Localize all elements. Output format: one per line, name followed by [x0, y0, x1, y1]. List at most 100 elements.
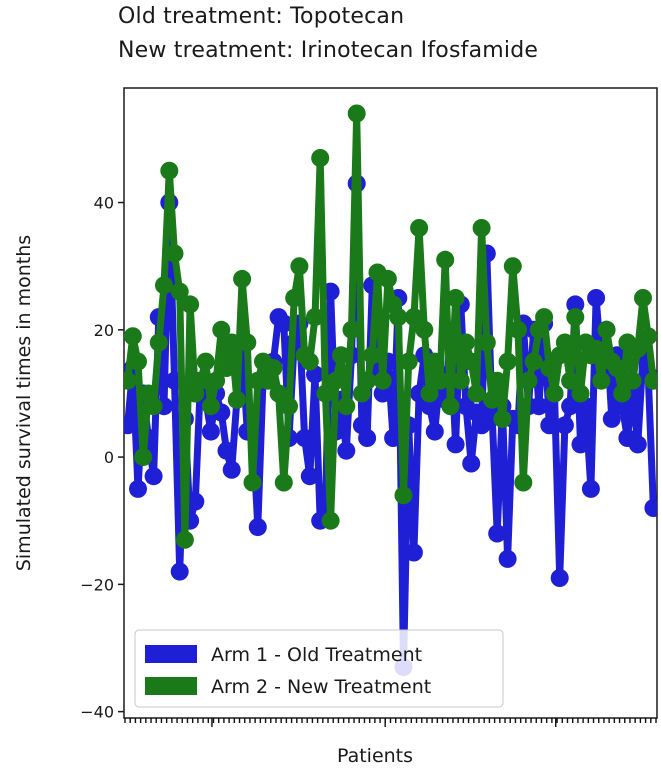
data-point	[290, 257, 309, 276]
data-point	[326, 371, 345, 390]
y-tick-label: −40	[80, 703, 114, 722]
data-point	[555, 333, 574, 352]
data-point	[467, 384, 486, 403]
data-point	[462, 352, 481, 371]
data-point	[477, 333, 496, 352]
chart-title-line-2: New treatment: Irinotecan Ifosfamide	[118, 38, 539, 63]
data-point	[373, 384, 392, 403]
data-point	[540, 359, 559, 377]
legend: Arm 1 - Old Treatment Arm 2 - New Treatm…	[134, 629, 504, 708]
data-point	[404, 543, 423, 562]
data-point	[581, 479, 600, 498]
data-point	[274, 473, 293, 492]
data-point	[628, 339, 647, 358]
data-point	[217, 359, 236, 377]
data-point	[300, 467, 319, 486]
chart-title-line-1: Old treatment: Topotecan	[118, 4, 405, 29]
data-point	[561, 397, 580, 416]
data-point	[420, 384, 439, 403]
data-point	[129, 352, 147, 371]
data-point	[238, 333, 257, 352]
data-point	[124, 327, 142, 346]
data-point	[503, 257, 522, 276]
data-point	[441, 397, 460, 416]
data-point	[201, 422, 220, 441]
data-point	[608, 359, 626, 377]
data-point	[488, 371, 507, 390]
data-point	[222, 333, 241, 352]
data-point	[321, 511, 340, 530]
data-point	[124, 371, 137, 390]
data-point	[628, 435, 647, 454]
data-point	[639, 327, 657, 346]
y-axis-label: Simulated survival times in months	[13, 235, 35, 571]
data-point	[509, 320, 527, 339]
data-point	[191, 371, 210, 390]
data-point	[363, 346, 382, 365]
data-point	[535, 308, 554, 327]
data-point	[540, 416, 559, 435]
data-point	[144, 467, 163, 486]
data-point	[378, 269, 397, 288]
y-tick-label: −20	[80, 575, 114, 594]
data-point	[175, 530, 194, 549]
data-point	[165, 244, 184, 263]
data-point	[597, 320, 616, 339]
legend-label-arm2: Arm 2 - New Treatment	[211, 676, 431, 698]
data-point	[243, 473, 262, 492]
data-point	[227, 390, 246, 409]
data-point	[155, 276, 173, 295]
data-point	[644, 371, 657, 390]
data-point	[571, 435, 590, 454]
data-point	[342, 320, 361, 339]
data-point	[144, 397, 163, 416]
data-point	[347, 104, 366, 123]
data-point	[566, 308, 585, 327]
data-point	[483, 390, 501, 409]
data-point	[222, 460, 241, 479]
data-point	[451, 371, 470, 390]
data-point	[404, 308, 423, 327]
data-point	[217, 441, 236, 460]
data-point	[514, 473, 533, 492]
data-point	[300, 352, 319, 371]
data-point	[529, 397, 548, 416]
data-point	[498, 549, 517, 568]
data-point	[410, 219, 429, 237]
y-tick-label: 0	[104, 448, 114, 467]
data-point	[384, 429, 403, 447]
data-point	[488, 524, 507, 543]
data-point	[561, 371, 580, 390]
data-point	[446, 289, 465, 307]
data-point	[170, 282, 189, 301]
data-point	[248, 518, 267, 537]
data-point	[446, 435, 465, 454]
data-point	[233, 269, 252, 288]
data-point	[207, 371, 226, 390]
data-point	[425, 352, 444, 371]
data-point	[587, 289, 606, 307]
data-point	[555, 416, 574, 435]
data-point	[472, 416, 491, 435]
data-point	[602, 409, 621, 428]
data-point	[316, 384, 335, 403]
data-point	[285, 289, 304, 307]
data-point	[134, 448, 153, 467]
data-point	[613, 397, 632, 416]
data-point	[129, 479, 147, 498]
data-point	[545, 384, 564, 403]
data-point	[493, 409, 512, 428]
data-point	[196, 352, 215, 371]
data-point	[358, 429, 377, 447]
data-point	[170, 562, 189, 581]
data-point	[415, 320, 434, 339]
data-point	[519, 371, 538, 390]
x-axis-label: Patients	[337, 745, 413, 767]
data-point	[457, 333, 475, 352]
series-arm-2	[124, 104, 657, 549]
legend-swatch-arm2	[145, 677, 197, 695]
data-point	[124, 416, 137, 435]
data-point	[587, 339, 606, 358]
legend-label-arm1: Arm 1 - Old Treatment	[211, 644, 422, 666]
